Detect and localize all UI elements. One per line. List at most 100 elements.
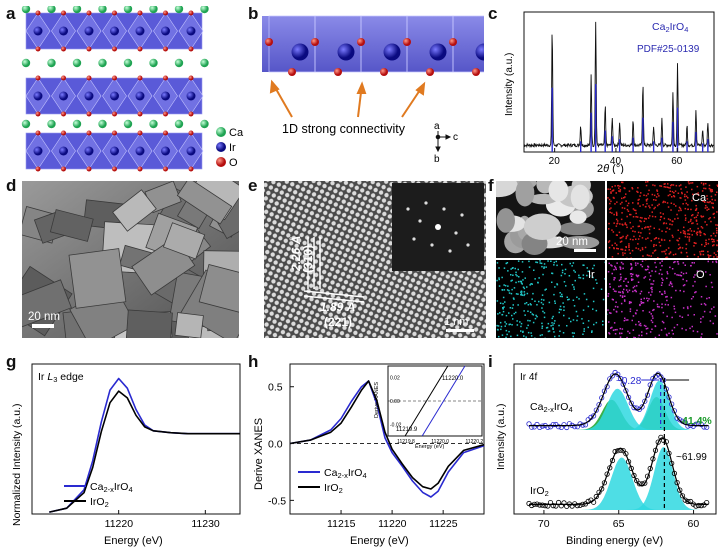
fft-spot — [412, 237, 415, 240]
eds-signal — [689, 236, 691, 238]
eds-signal — [662, 279, 664, 281]
o-atom — [87, 112, 92, 117]
eds-signal — [641, 331, 643, 333]
eds-signal — [666, 249, 668, 251]
eds-signal — [708, 243, 710, 245]
eds-signal — [664, 186, 666, 188]
eds-signal — [500, 303, 502, 305]
eds-signal — [506, 334, 508, 336]
eds-signal — [715, 194, 717, 196]
eds-signal — [680, 290, 682, 292]
eds-signal — [620, 203, 622, 205]
eds-signal — [511, 315, 513, 317]
eds-signal — [667, 202, 669, 204]
eds-signal — [636, 310, 638, 312]
eds-signal — [625, 250, 627, 252]
eds-signal — [637, 216, 639, 218]
eds-signal — [648, 217, 650, 219]
deriv-svg: Derive XANES Energy (eV) Ca2-xIrO4 IrO2 … — [250, 358, 488, 550]
eds-divider-h — [496, 258, 718, 260]
eds-signal — [715, 254, 717, 256]
eds-signal — [668, 247, 670, 249]
eds-signal — [692, 262, 694, 264]
eds-signal — [549, 302, 551, 304]
xps-sample1-label: Ca2-xIrO4 — [530, 401, 573, 414]
eds-signal — [636, 291, 638, 293]
eds-signal — [637, 263, 639, 265]
eds-signal — [569, 275, 571, 277]
o-atom — [265, 38, 273, 46]
eds-signal — [504, 321, 506, 323]
eds-signal — [533, 322, 535, 324]
eds-signal — [570, 263, 572, 265]
eds-signal — [654, 238, 656, 240]
eds-signal — [523, 335, 525, 337]
panel-label-b: b — [248, 4, 258, 24]
eds-signal — [675, 253, 677, 255]
eds-signal — [652, 184, 654, 186]
eds-signal — [646, 333, 648, 335]
arrowhead-2 — [358, 84, 365, 93]
eds-signal — [544, 317, 546, 319]
eds-signal — [637, 243, 639, 245]
eds-signal — [656, 196, 658, 198]
eds-signal — [703, 216, 705, 218]
eds-signal — [687, 314, 689, 316]
eds-signal — [647, 181, 649, 183]
eds-signal — [621, 198, 623, 200]
eds-signal — [625, 222, 627, 224]
eds-signal — [616, 212, 618, 214]
eds-signal — [563, 306, 565, 308]
eds-signal — [716, 256, 718, 258]
crystal-block — [126, 310, 172, 338]
eds-signal — [673, 184, 675, 186]
eds-signal — [554, 300, 556, 302]
eds-signal — [550, 261, 552, 263]
eds-signal — [706, 209, 708, 211]
eds-signal — [713, 213, 715, 215]
eds-signal — [687, 233, 689, 235]
eds-signal — [616, 225, 618, 227]
eds-signal — [573, 262, 575, 264]
eds-signal — [576, 320, 578, 322]
eds-signal — [626, 227, 628, 229]
eds-signal — [678, 248, 680, 250]
eds-signal — [552, 327, 554, 329]
eds-signal — [527, 311, 529, 313]
eds-signal — [692, 214, 694, 216]
eds-signal — [614, 322, 616, 324]
eds-signal — [610, 191, 612, 193]
eds-signal — [645, 276, 647, 278]
eds-signal — [524, 294, 526, 296]
eds-signal — [516, 293, 518, 295]
eds-signal — [668, 206, 670, 208]
eds-signal — [705, 242, 707, 244]
eds-signal — [638, 232, 640, 234]
eds-signal — [612, 273, 614, 275]
eds-signal — [616, 329, 618, 331]
eds-signal — [655, 250, 657, 252]
eds-signal — [622, 252, 624, 254]
eds-signal — [683, 262, 685, 264]
eds-signal — [613, 189, 615, 191]
eds-signal — [588, 327, 590, 329]
eds-signal — [649, 215, 651, 217]
eds-signal — [661, 285, 663, 287]
eds-signal — [697, 215, 699, 217]
deriv-ytick-label: 0.5 — [268, 382, 283, 394]
eds-signal — [680, 247, 682, 249]
eds-signal — [654, 185, 656, 187]
ca-atom — [98, 6, 106, 13]
eds-signal — [653, 309, 655, 311]
eds-signal — [538, 277, 540, 279]
o-atom — [189, 47, 194, 52]
eds-signal — [645, 238, 647, 240]
o-atom — [138, 47, 143, 52]
eds-signal — [528, 304, 530, 306]
eds-signal — [668, 195, 670, 197]
eds-signal — [637, 192, 639, 194]
o-atom — [61, 11, 66, 16]
eds-signal — [575, 271, 577, 273]
panel-label-a: a — [6, 4, 15, 24]
eds-signal — [710, 190, 712, 192]
